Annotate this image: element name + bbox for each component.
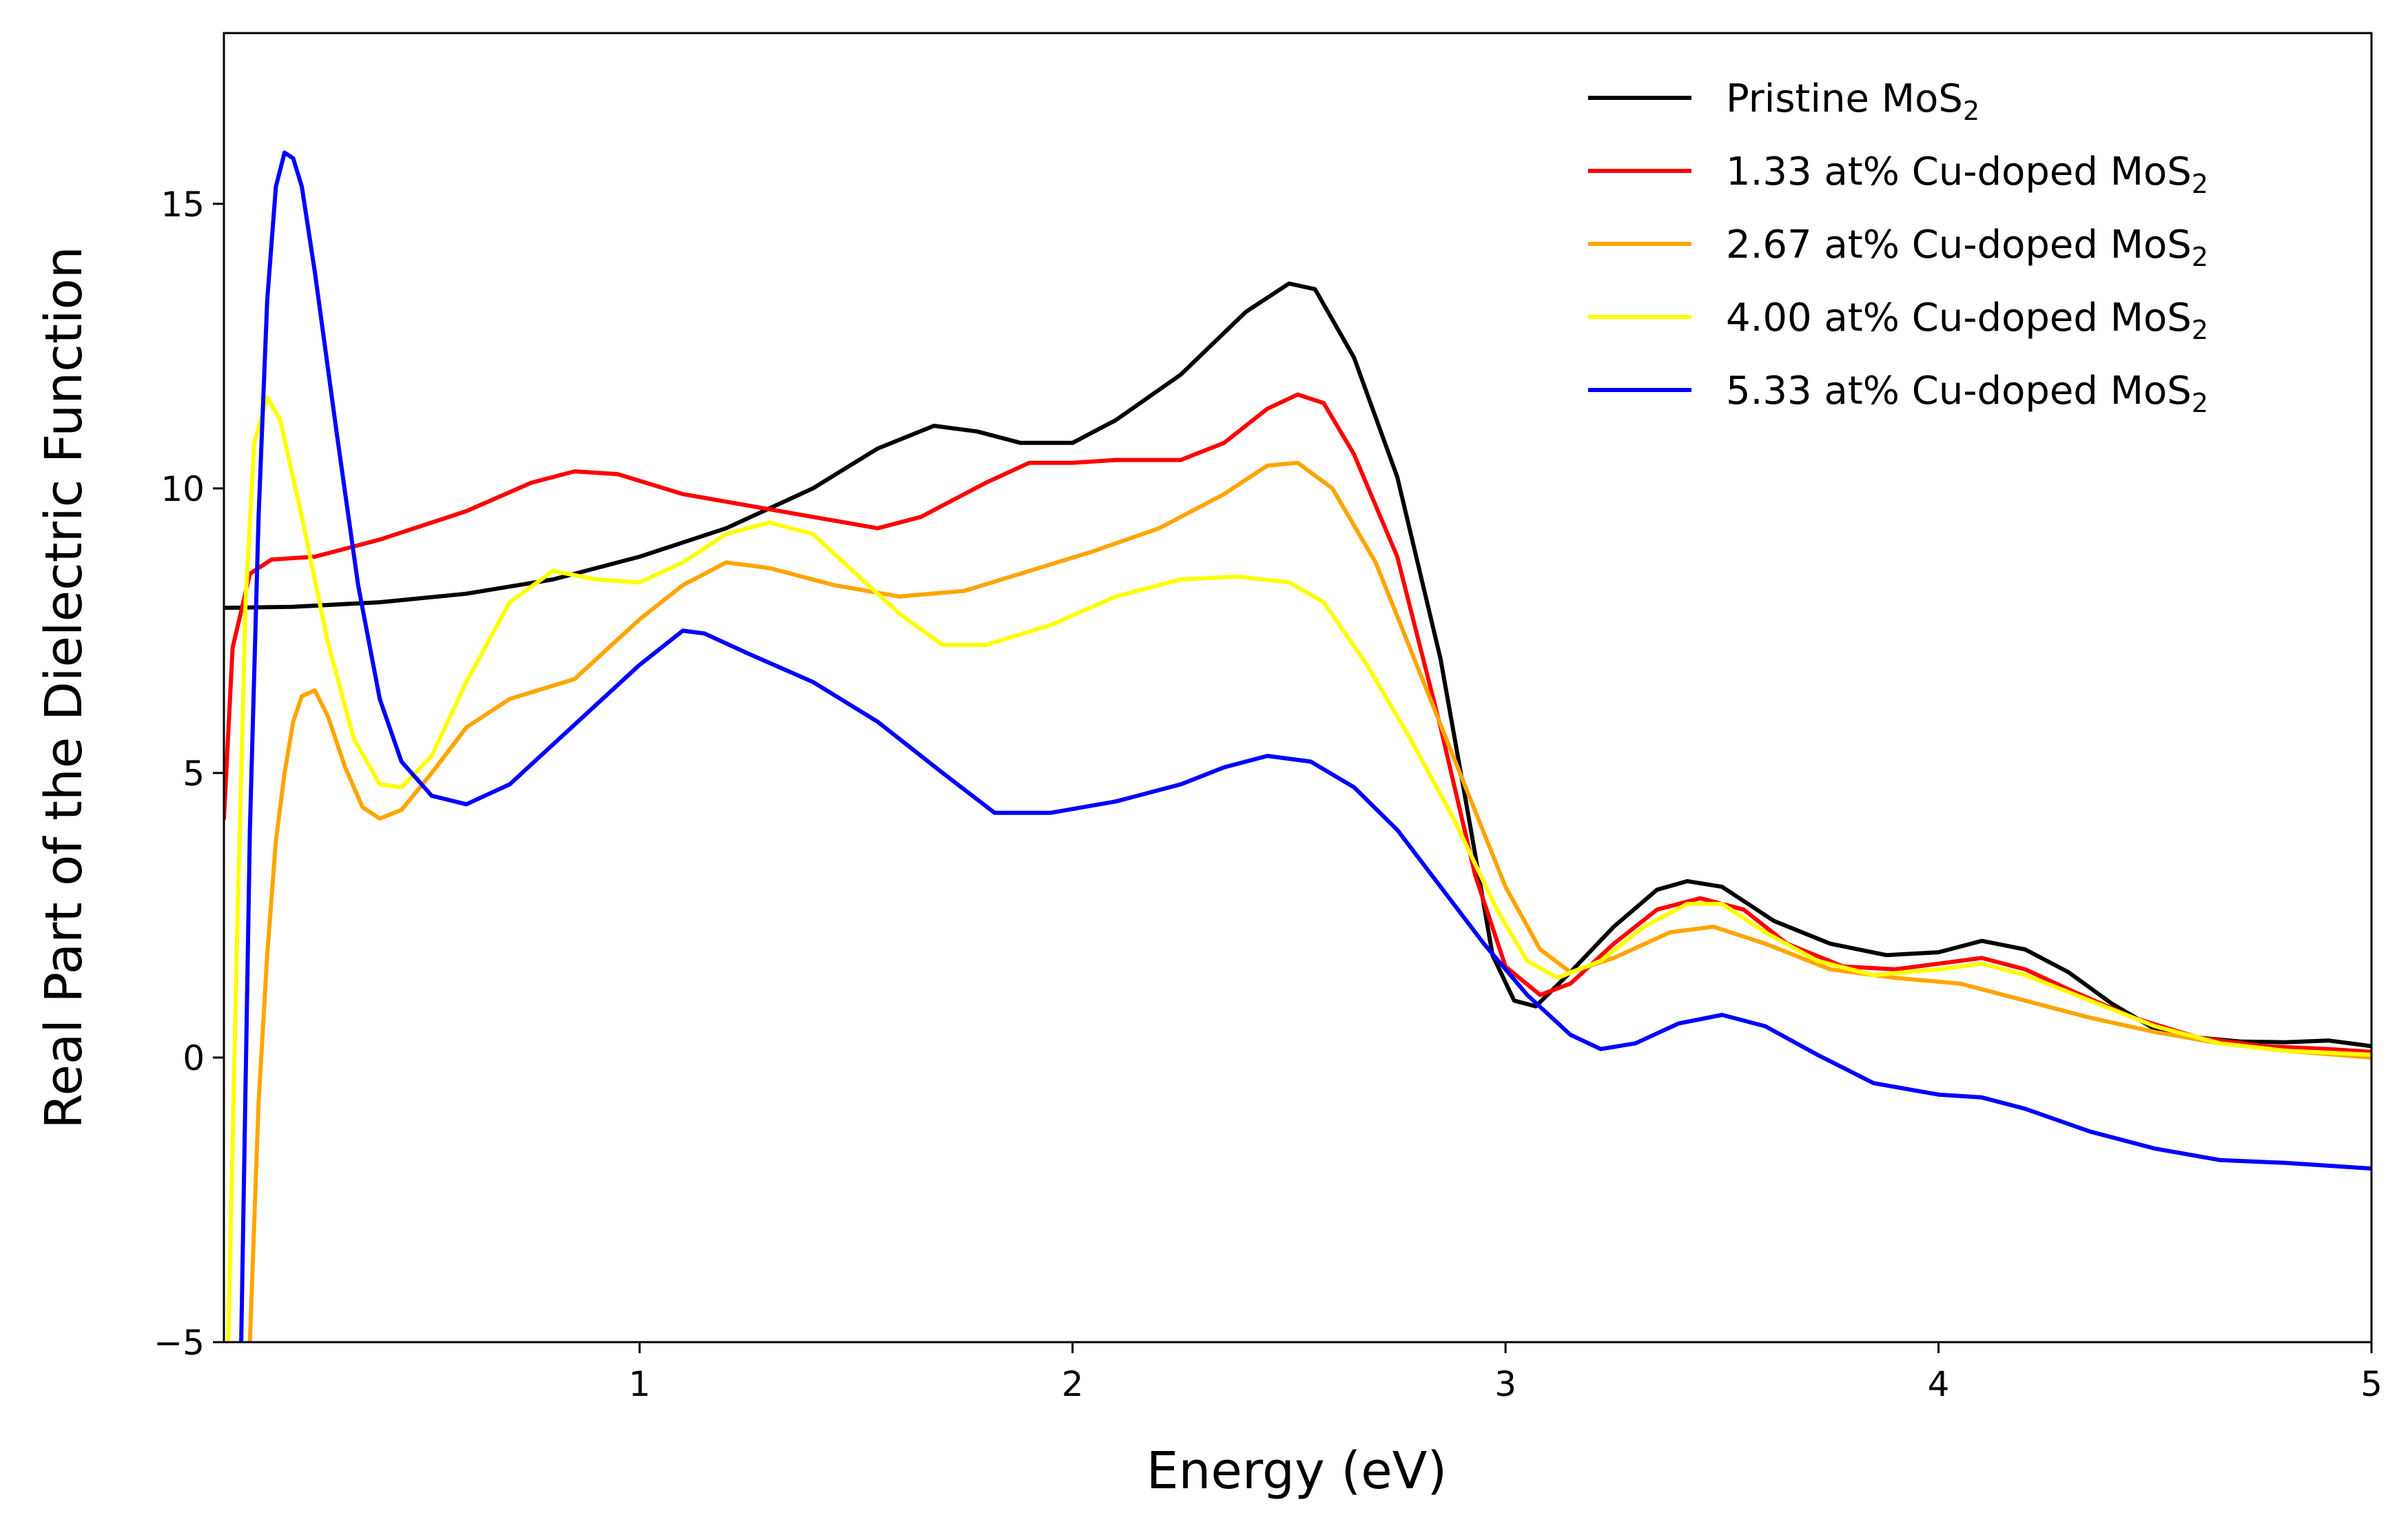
plot-frame <box>223 32 2373 1344</box>
y-axis-ticks: −5 0 5 10 15 <box>154 185 224 1363</box>
series-line-3 <box>247 460 2371 1342</box>
legend-label-3: 2.67 at% Cu-doped MoS2 <box>1726 223 2208 272</box>
legend-label-4: 4.00 at% Cu-doped MoS2 <box>1726 296 2208 345</box>
x-tick-label: 5 <box>2360 1364 2383 1404</box>
series-line-2 <box>224 392 2371 1054</box>
legend-label-2: 1.33 at% Cu-doped MoS2 <box>1726 150 2208 199</box>
y-tick-label: 0 <box>183 1038 205 1078</box>
y-tick-label: −5 <box>154 1323 205 1363</box>
x-tick-label: 4 <box>1928 1364 1950 1404</box>
x-tick-label: 3 <box>1494 1364 1516 1404</box>
series-line-5 <box>239 150 2371 1342</box>
y-axis-label: Real Part of the Dielectric Function <box>34 246 94 1129</box>
y-tick-label: 5 <box>183 754 205 794</box>
x-axis-label: Energy (eV) <box>1146 1441 1447 1501</box>
y-tick-label: 10 <box>161 469 205 509</box>
series-group <box>224 150 2371 1342</box>
legend: Pristine MoS2 1.33 at% Cu-doped MoS2 2.67 … <box>1588 76 2208 418</box>
legend-label-5: 5.33 at% Cu-doped MoS2 <box>1726 369 2208 418</box>
series-line-4 <box>226 395 2371 1342</box>
x-tick-label: 2 <box>1062 1364 1084 1404</box>
x-axis-ticks: 1 2 3 4 5 <box>628 1342 2383 1404</box>
y-tick-label: 15 <box>161 185 205 225</box>
legend-label-1: Pristine MoS2 <box>1726 76 1979 126</box>
x-tick-label: 1 <box>628 1364 650 1404</box>
